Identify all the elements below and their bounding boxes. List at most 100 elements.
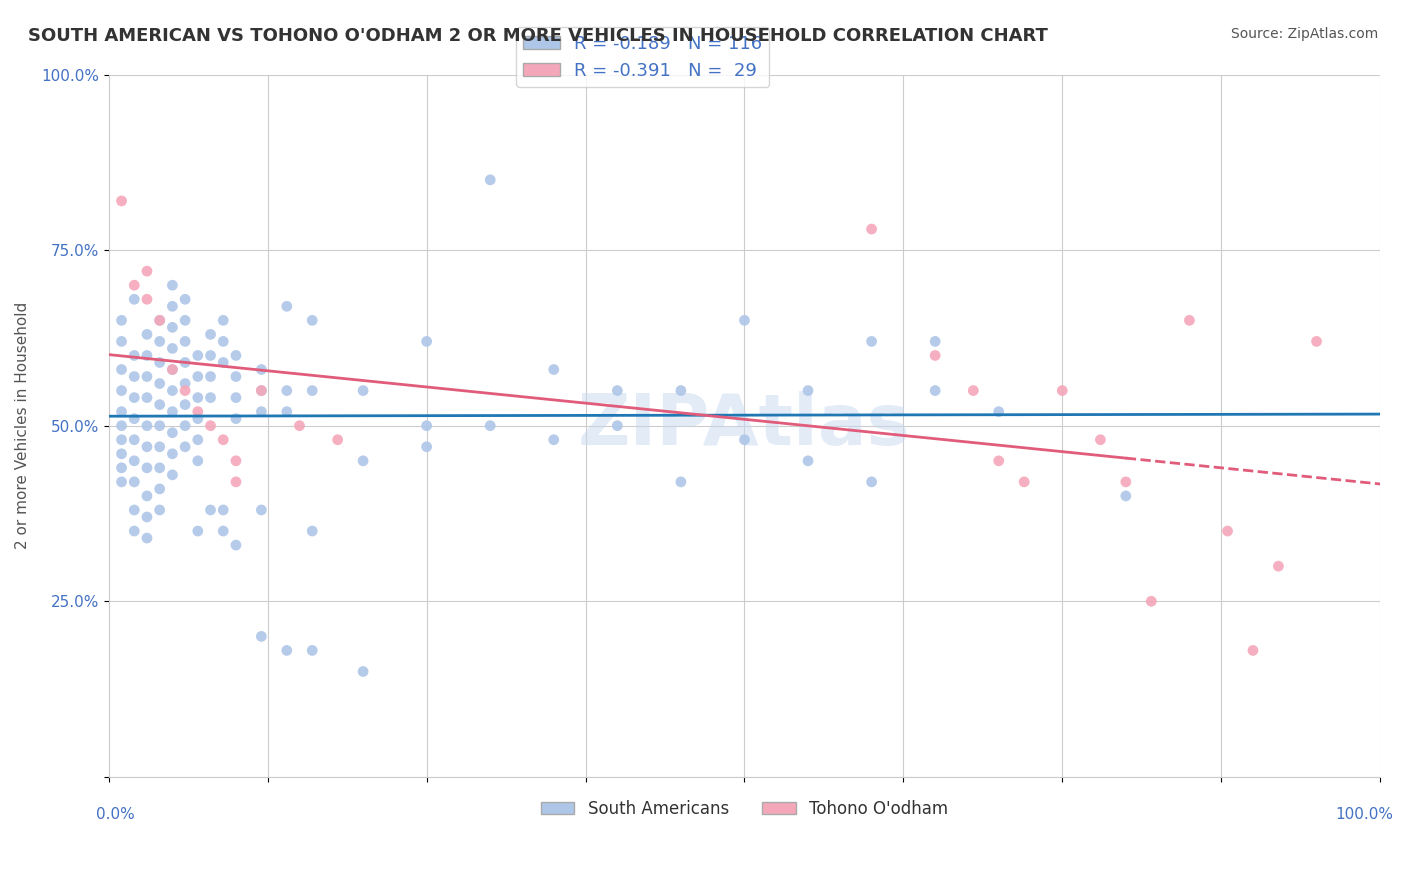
Point xyxy=(924,348,946,362)
Point xyxy=(174,398,197,412)
Point xyxy=(110,418,132,433)
Point xyxy=(1178,313,1201,327)
Point xyxy=(110,460,132,475)
Point xyxy=(987,404,1010,418)
Point xyxy=(200,503,222,517)
Point xyxy=(301,313,323,327)
Point xyxy=(110,194,132,208)
Legend: South Americans, Tohono O'odham: South Americans, Tohono O'odham xyxy=(534,793,955,825)
Point xyxy=(122,433,145,447)
Point xyxy=(110,447,132,461)
Point xyxy=(1115,489,1137,503)
Point xyxy=(276,404,298,418)
Point xyxy=(1267,559,1289,574)
Point xyxy=(1140,594,1163,608)
Point xyxy=(1241,643,1264,657)
Point xyxy=(149,460,172,475)
Point xyxy=(187,404,209,418)
Point xyxy=(187,411,209,425)
Point xyxy=(1090,433,1112,447)
Point xyxy=(212,433,235,447)
Point xyxy=(162,320,184,334)
Point xyxy=(276,643,298,657)
Point xyxy=(1115,475,1137,489)
Point xyxy=(162,425,184,440)
Point xyxy=(200,327,222,342)
Point xyxy=(136,293,159,307)
Point xyxy=(543,433,565,447)
Point xyxy=(962,384,984,398)
Point xyxy=(122,503,145,517)
Point xyxy=(122,454,145,468)
Point xyxy=(149,440,172,454)
Point xyxy=(122,369,145,384)
Point xyxy=(352,665,374,679)
Point xyxy=(250,503,273,517)
Text: SOUTH AMERICAN VS TOHONO O'ODHAM 2 OR MORE VEHICLES IN HOUSEHOLD CORRELATION CHA: SOUTH AMERICAN VS TOHONO O'ODHAM 2 OR MO… xyxy=(28,27,1047,45)
Point xyxy=(187,524,209,538)
Point xyxy=(136,510,159,524)
Text: ZIPAtlas: ZIPAtlas xyxy=(578,392,911,460)
Point xyxy=(200,418,222,433)
Point xyxy=(924,384,946,398)
Point xyxy=(136,418,159,433)
Point xyxy=(110,384,132,398)
Point xyxy=(122,278,145,293)
Point xyxy=(225,475,247,489)
Point xyxy=(669,475,692,489)
Point xyxy=(288,418,311,433)
Point xyxy=(162,362,184,376)
Point xyxy=(212,355,235,369)
Point xyxy=(225,411,247,425)
Point xyxy=(149,334,172,349)
Point xyxy=(174,293,197,307)
Point xyxy=(110,475,132,489)
Point xyxy=(174,355,197,369)
Point xyxy=(149,313,172,327)
Point xyxy=(187,433,209,447)
Point xyxy=(860,334,883,349)
Point xyxy=(122,293,145,307)
Point xyxy=(924,334,946,349)
Point xyxy=(987,454,1010,468)
Point xyxy=(250,384,273,398)
Point xyxy=(174,384,197,398)
Point xyxy=(200,348,222,362)
Point xyxy=(352,384,374,398)
Point xyxy=(149,313,172,327)
Point xyxy=(110,404,132,418)
Point xyxy=(733,433,755,447)
Point xyxy=(136,440,159,454)
Point xyxy=(149,376,172,391)
Point xyxy=(149,355,172,369)
Point xyxy=(250,384,273,398)
Point xyxy=(212,313,235,327)
Point xyxy=(479,173,502,187)
Point xyxy=(797,384,820,398)
Point xyxy=(352,454,374,468)
Point xyxy=(136,348,159,362)
Point xyxy=(174,334,197,349)
Point xyxy=(276,384,298,398)
Text: Source: ZipAtlas.com: Source: ZipAtlas.com xyxy=(1230,27,1378,41)
Point xyxy=(136,391,159,405)
Point xyxy=(415,440,437,454)
Point xyxy=(136,460,159,475)
Point xyxy=(149,503,172,517)
Point xyxy=(136,531,159,545)
Text: 100.0%: 100.0% xyxy=(1334,807,1393,822)
Point xyxy=(110,433,132,447)
Point xyxy=(174,376,197,391)
Point xyxy=(122,524,145,538)
Point xyxy=(1012,475,1035,489)
Point xyxy=(276,299,298,313)
Point xyxy=(110,313,132,327)
Point xyxy=(415,418,437,433)
Point xyxy=(136,489,159,503)
Point xyxy=(162,362,184,376)
Point xyxy=(225,391,247,405)
Point xyxy=(187,369,209,384)
Point xyxy=(606,418,628,433)
Point xyxy=(212,503,235,517)
Point xyxy=(187,391,209,405)
